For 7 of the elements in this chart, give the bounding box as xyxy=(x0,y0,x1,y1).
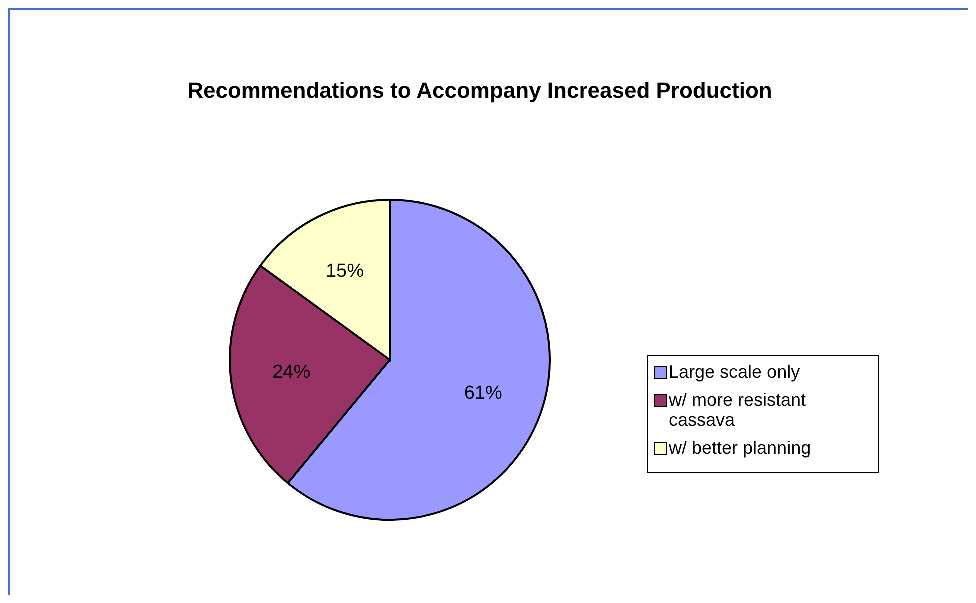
legend-label: w/ more resistant cassava xyxy=(669,390,808,430)
legend-label: Large scale only xyxy=(669,362,800,382)
data-label: 24% xyxy=(272,362,311,383)
legend-label: w/ better planning xyxy=(669,438,812,458)
data-label: 15% xyxy=(326,261,364,282)
data-label: 61% xyxy=(464,383,502,404)
chart-title: Recommendations to Accompany Increased Production xyxy=(186,78,774,104)
